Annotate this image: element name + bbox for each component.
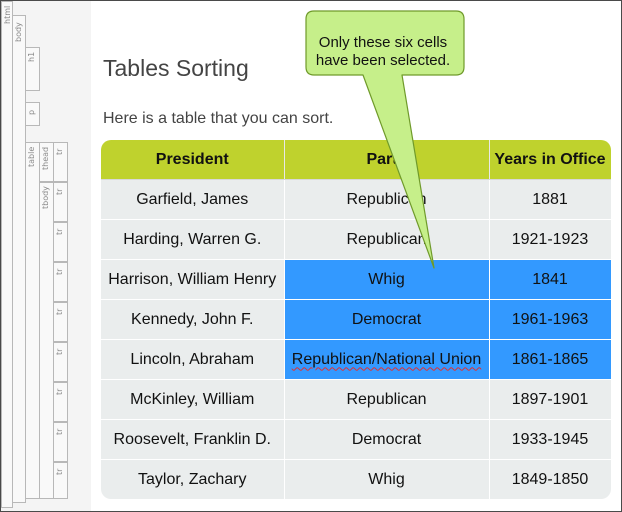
cell-years-selected[interactable]: 1841 — [489, 259, 611, 300]
cell-party-selected[interactable]: Whig — [284, 259, 490, 300]
cell-president[interactable]: Lincoln, Abraham — [101, 339, 285, 380]
cell-president[interactable]: Taylor, Zachary — [101, 459, 285, 499]
cell-president[interactable]: Roosevelt, Franklin D. — [101, 419, 285, 460]
column-header-party[interactable]: Party — [284, 140, 490, 180]
cell-years-selected[interactable]: 1861-1865 — [489, 339, 611, 380]
cell-president[interactable]: Kennedy, John F. — [101, 299, 285, 340]
cell-party-selected[interactable]: Democrat — [284, 299, 490, 340]
tag-tr-row[interactable]: tr — [53, 222, 68, 262]
tag-tr-row[interactable]: tr — [53, 182, 68, 222]
table-row: Harding, Warren G. Republican 1921-1923 — [101, 219, 611, 260]
cell-years-selected[interactable]: 1961-1963 — [489, 299, 611, 340]
table-row: Kennedy, John F. Democrat 1961-1963 — [101, 299, 611, 340]
cell-party[interactable]: Republican — [284, 179, 490, 220]
tag-h1[interactable]: h1 — [25, 47, 40, 91]
cell-president[interactable]: Harrison, William Henry — [101, 259, 285, 300]
tag-tbody[interactable]: tbody — [39, 182, 54, 499]
cell-party[interactable]: Whig — [284, 459, 490, 499]
tag-tr-row[interactable]: tr — [53, 262, 68, 302]
callout-text: Only these six cells have been selected. — [315, 34, 451, 69]
cell-president[interactable]: McKinley, William — [101, 379, 285, 420]
table-row: Taylor, Zachary Whig 1849-1850 — [101, 459, 611, 499]
table-row: Garfield, James Republican 1881 — [101, 179, 611, 220]
tag-table[interactable]: table — [25, 142, 40, 499]
tag-tr-row[interactable]: tr — [53, 342, 68, 382]
cell-party-selected[interactable]: Republican/National Union — [284, 339, 490, 380]
cell-years[interactable]: 1881 — [489, 179, 611, 220]
cell-years[interactable]: 1897-1901 — [489, 379, 611, 420]
table-row: Roosevelt, Franklin D. Democrat 1933-194… — [101, 419, 611, 460]
cell-party[interactable]: Republican — [284, 379, 490, 420]
tag-tr-row[interactable]: tr — [53, 302, 68, 342]
presidents-table: President Party Years in Office Garfield… — [101, 140, 611, 499]
tag-tr-row[interactable]: tr — [53, 382, 68, 422]
cell-years[interactable]: 1921-1923 — [489, 219, 611, 260]
tag-p[interactable]: p — [25, 102, 40, 126]
tag-tr-head[interactable]: tr — [53, 142, 68, 182]
cell-party[interactable]: Democrat — [284, 419, 490, 460]
tag-body[interactable]: body — [12, 15, 26, 503]
cell-years[interactable]: 1849-1850 — [489, 459, 611, 499]
table-header-row: President Party Years in Office — [101, 140, 611, 180]
spellcheck-text: Republican/National Union — [291, 350, 482, 368]
table-row: McKinley, William Republican 1897-1901 — [101, 379, 611, 420]
cell-years[interactable]: 1933-1945 — [489, 419, 611, 460]
cell-president[interactable]: Harding, Warren G. — [101, 219, 285, 260]
cell-party[interactable]: Republican — [284, 219, 490, 260]
page-title: Tables Sorting — [103, 55, 249, 81]
table-row: Lincoln, Abraham Republican/National Uni… — [101, 339, 611, 380]
intro-paragraph: Here is a table that you can sort. — [103, 110, 334, 127]
tag-tr-row[interactable]: tr — [53, 422, 68, 462]
tag-tr-row[interactable]: tr — [53, 462, 68, 499]
column-header-years[interactable]: Years in Office — [489, 140, 611, 180]
cell-president[interactable]: Garfield, James — [101, 179, 285, 220]
column-header-president[interactable]: President — [101, 140, 285, 180]
table-row: Harrison, William Henry Whig 1841 — [101, 259, 611, 300]
structure-gutter: html body h1 p table thead tr tbody tr — [1, 1, 91, 511]
tag-thead[interactable]: thead — [39, 142, 54, 182]
